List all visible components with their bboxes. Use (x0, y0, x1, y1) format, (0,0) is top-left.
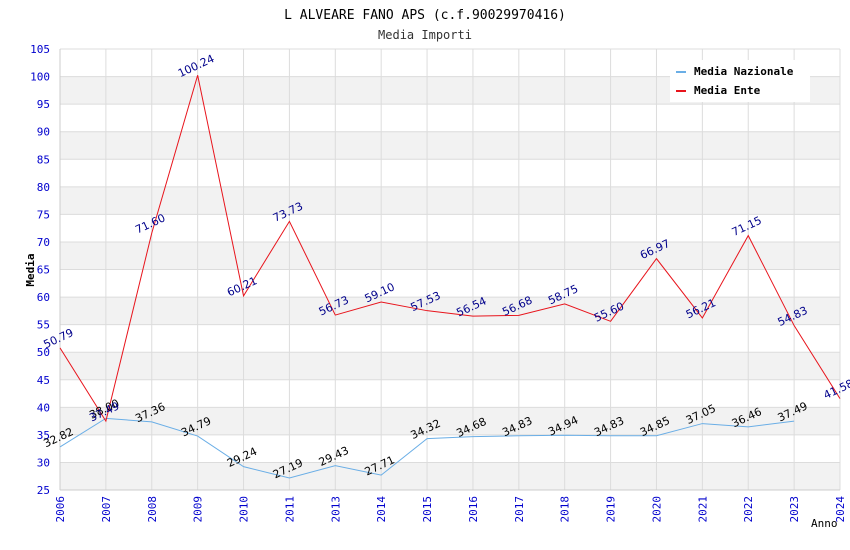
series-lines (59, 75, 841, 479)
legend-box (670, 60, 810, 102)
x-tick-label: 2023 (788, 496, 801, 523)
legend: Media Nazionale Media Ente (670, 60, 810, 102)
y-tick-label: 75 (37, 208, 50, 221)
grid-lines (59, 48, 841, 491)
y-tick-label: 65 (37, 264, 50, 277)
y-tick-label: 50 (37, 346, 50, 359)
y-tick-label: 30 (37, 456, 50, 469)
series-line-media-ente (59, 75, 841, 423)
x-tick-label: 2015 (421, 496, 434, 523)
legend-label-media-ente: Media Ente (694, 84, 761, 97)
grid-band (60, 241, 840, 270)
y-tick-label: 105 (30, 43, 50, 56)
x-tick-label: 2008 (146, 496, 159, 523)
y-tick-label: 40 (37, 401, 50, 414)
data-label: 71.15 (730, 214, 764, 239)
x-tick-label: 2007 (100, 496, 113, 523)
series-line-media-nazionale (59, 417, 795, 479)
y-tick-label: 55 (37, 319, 50, 332)
grid-band (60, 407, 840, 435)
data-label: 41.58 (821, 377, 850, 402)
data-label: 100.24 (176, 52, 216, 80)
data-label: 71.60 (133, 211, 167, 236)
y-tick-label: 85 (37, 153, 50, 166)
x-tick-label: 2013 (329, 496, 342, 523)
y-axis-label: Media (24, 253, 37, 286)
x-tick-label: 2016 (467, 496, 480, 523)
data-label: 60.21 (225, 274, 259, 299)
grid-band (60, 462, 840, 490)
x-tick-label: 2021 (696, 496, 709, 523)
x-tick-label: 2014 (375, 496, 388, 523)
y-tick-label: 100 (30, 71, 50, 84)
y-tick-label: 95 (37, 98, 50, 111)
grid-bands (60, 76, 840, 490)
y-tick-labels: 25 30 35 40 45 50 55 60 65 70 75 80 85 90 95 100 105 (30, 43, 50, 497)
chart-subtitle: Media Importi (378, 28, 472, 42)
x-tick-label: 2010 (238, 496, 251, 523)
x-tick-label: 2011 (283, 496, 296, 523)
x-axis-label: Anno (811, 517, 838, 530)
y-tick-label: 45 (37, 374, 50, 387)
y-tick-label: 25 (37, 484, 50, 497)
y-tick-label: 70 (37, 236, 50, 249)
x-tick-label: 2009 (192, 496, 205, 523)
x-tick-label: 2024 (834, 496, 847, 523)
grid-band (60, 352, 840, 380)
x-tick-label: 2006 (54, 496, 67, 523)
y-tick-label: 60 (37, 291, 50, 304)
x-tick-label: 2017 (513, 496, 526, 523)
legend-label-media-nazionale: Media Nazionale (694, 65, 794, 78)
x-tick-label: 2018 (559, 496, 572, 523)
y-tick-label: 90 (37, 126, 50, 139)
y-tick-label: 35 (37, 429, 50, 442)
x-tick-label: 2022 (742, 496, 755, 523)
y-tick-label: 80 (37, 181, 50, 194)
x-tick-label: 2020 (650, 496, 663, 523)
x-tick-labels: 2006 2007 2008 2009 2010 2011 2013 2014 2015 2016… (54, 496, 847, 523)
grid-band (60, 297, 840, 325)
chart-title: L ALVEARE FANO APS (c.f.90029970416) (284, 8, 566, 23)
grid-band (60, 131, 840, 160)
x-tick-label: 2019 (605, 496, 618, 523)
grid-band (60, 186, 840, 215)
